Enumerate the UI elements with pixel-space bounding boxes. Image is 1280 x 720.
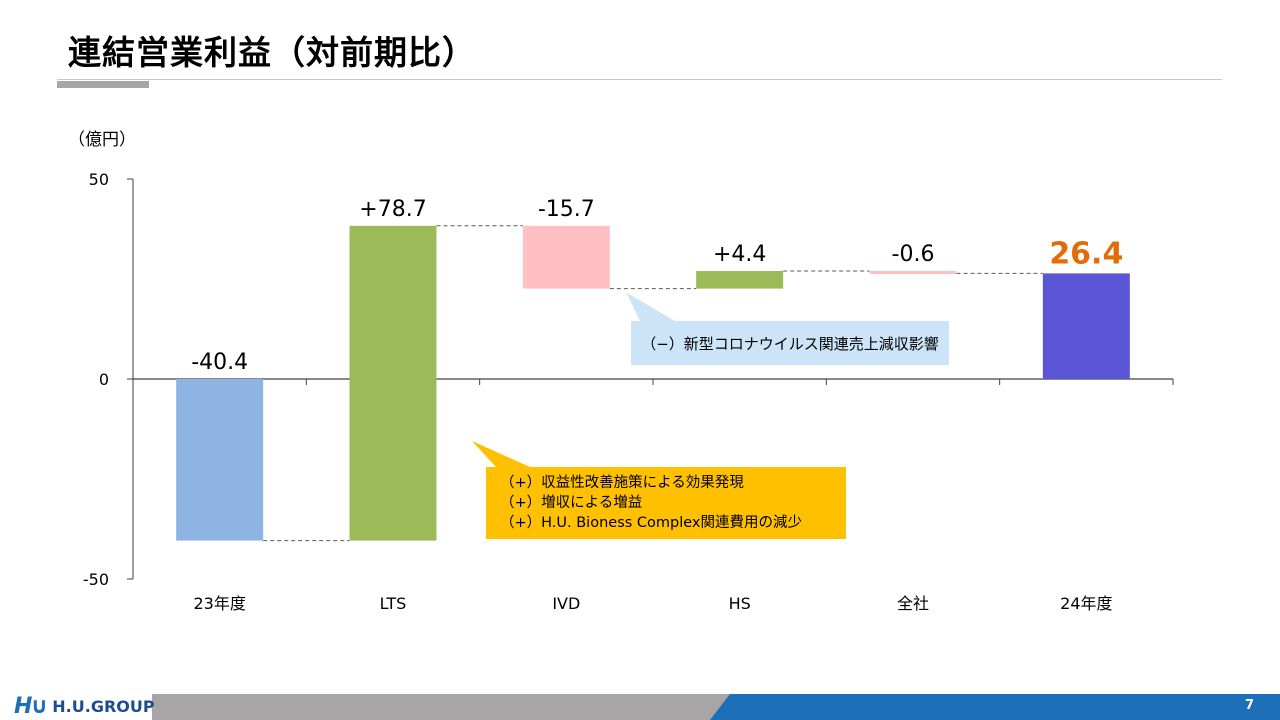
data-label: -0.6 [892, 242, 935, 267]
unit-label: （億円） [68, 130, 136, 150]
bar-4 [696, 271, 784, 289]
bar-5 [869, 271, 957, 274]
x-tick-label: LTS [380, 594, 407, 613]
page-number: 7 [1244, 698, 1254, 713]
callout-ivd-pointer [626, 292, 675, 321]
bar-3 [522, 225, 610, 289]
bar-2 [349, 225, 437, 541]
footer-bar-gray [152, 694, 730, 720]
callout-lts-line-1: （+）収益性改善施策による効果発現 [500, 475, 744, 491]
data-label: -15.7 [538, 197, 595, 222]
callout-ivd-box: （−）新型コロナウイルス関連売上減収影響 [631, 321, 949, 365]
title-accent [57, 81, 149, 88]
callout-lts-pointer [472, 441, 530, 467]
x-tick-label: HS [729, 594, 751, 613]
x-tick-label: 24年度 [1060, 594, 1112, 613]
page-title: 連結営業利益（対前期比） [68, 33, 476, 72]
x-tick-label: 23年度 [193, 594, 245, 613]
data-label: 26.4 [1049, 236, 1123, 271]
x-tick-label: 全社 [897, 594, 929, 613]
bar-1 [176, 379, 264, 541]
y-tick-label: 50 [89, 170, 109, 189]
callout-lts-line-3: （+）H.U. Bioness Complex関連費用の減少 [500, 515, 803, 531]
title-rule [57, 79, 1222, 80]
callout-lts-line-2: （+）増収による増益 [500, 495, 643, 511]
data-label: -40.4 [191, 350, 248, 375]
bar-6 [1042, 273, 1130, 379]
x-tick-label: IVD [552, 594, 580, 613]
callout-ivd-line: （−）新型コロナウイルス関連売上減収影響 [641, 334, 939, 353]
y-tick-label: 0 [99, 370, 109, 389]
y-tick-label: -50 [83, 570, 109, 589]
logo-mark-icon: H∪ [14, 693, 48, 719]
callout-lts-box: （+）収益性改善施策による効果発現 （+）増収による増益 （+）H.U. Bio… [486, 467, 846, 539]
logo-text: H.U.GROUP [52, 696, 155, 716]
company-logo: H∪ H.U.GROUP [14, 693, 155, 719]
data-label: +4.4 [713, 242, 766, 267]
footer-bar-blue [710, 694, 1280, 720]
data-label: +78.7 [359, 197, 426, 222]
